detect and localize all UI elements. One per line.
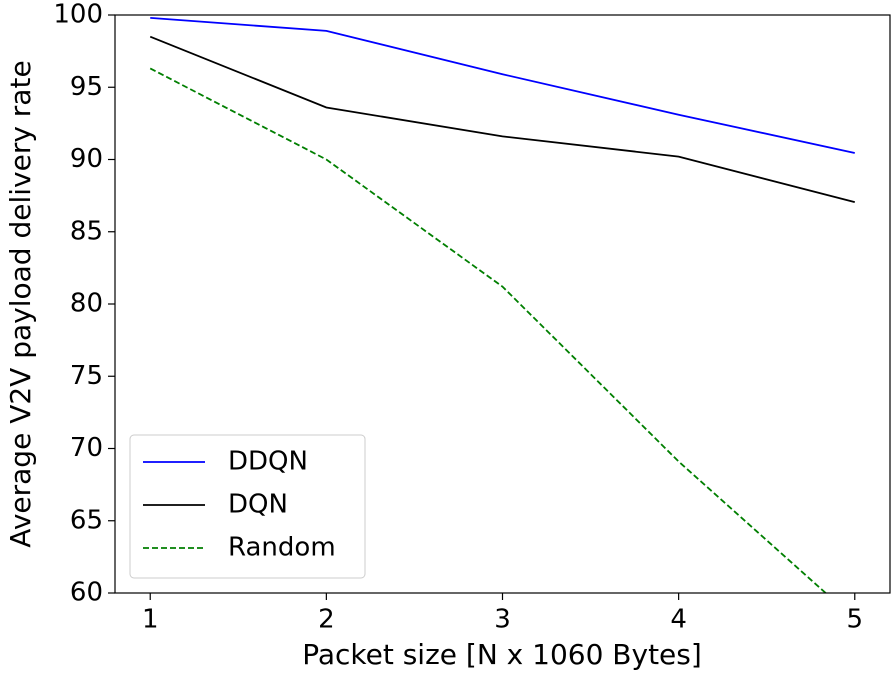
x-tick-label: 1 [142,605,159,635]
y-tick-label: 95 [70,72,103,102]
legend-label: DDQN [228,447,308,477]
y-tick-label: 65 [70,505,103,535]
y-tick-label: 75 [70,361,103,391]
y-tick-label: 70 [70,433,103,463]
series-lines [149,16,855,593]
x-tick-label: 4 [670,605,687,635]
x-tick-label: 3 [494,605,511,635]
x-tick-label: 2 [318,605,335,635]
y-tick-label: 60 [70,578,103,608]
y-axis-label: Average V2V payload delivery rate [4,60,37,547]
plot-frame [114,14,891,594]
series-line [150,16,855,154]
legend-label: DQN [228,490,288,520]
y-tick-label: 80 [70,289,103,319]
legend-box [129,434,366,579]
series-line [149,35,855,203]
y-tick-label: 100 [53,0,103,30]
y-tick-label: 85 [70,216,103,246]
x-axis-label: Packet size [N x 1060 Bytes] [302,638,702,671]
legend-label: Random [228,533,336,563]
x-tick-label: 5 [846,605,863,635]
series-line [149,67,828,593]
y-tick-label: 90 [70,144,103,174]
